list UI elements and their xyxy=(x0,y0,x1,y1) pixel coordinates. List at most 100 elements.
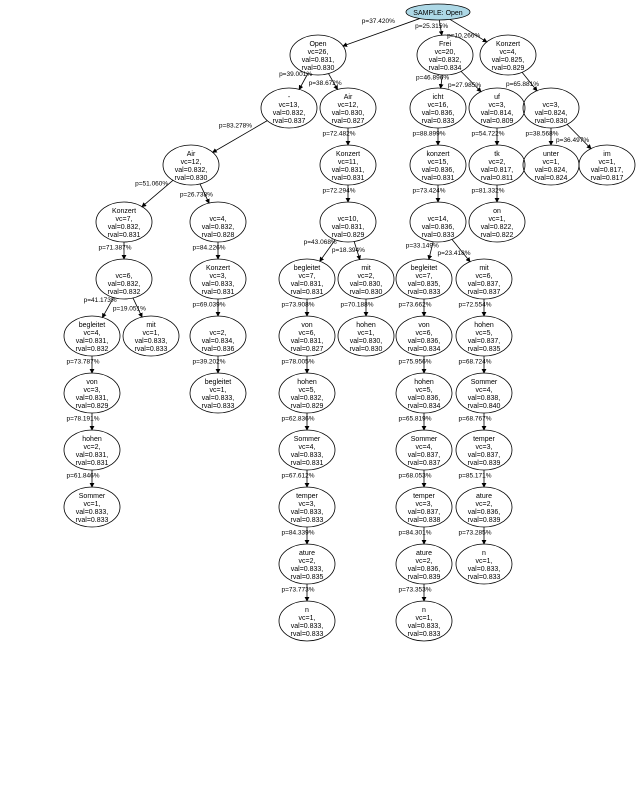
node-text-line: val=0.834, xyxy=(202,338,235,345)
node-text-line: rval=0.831 xyxy=(76,460,109,467)
node-text-line: vc=1, xyxy=(599,159,616,166)
edge-label: p=73.773% xyxy=(281,587,314,594)
edge-label: p=54.722% xyxy=(471,131,504,138)
node-text-line: vc=4, xyxy=(299,444,316,451)
node-text-line: rval=0.809 xyxy=(481,118,514,125)
node-text-line: rval=0.833 xyxy=(135,346,168,353)
node-text-line: val=0.836, xyxy=(408,395,441,402)
node-text-line: on xyxy=(493,208,501,215)
node-text-line: n xyxy=(305,607,309,614)
node-text-line: val=0.837, xyxy=(408,509,441,516)
node-text-line: hohen xyxy=(356,322,376,329)
node-text-line: temper xyxy=(296,493,318,500)
node-text-line: n xyxy=(482,550,486,557)
node-text-line: rval=0.833 xyxy=(202,403,235,410)
edge-label: p=19.051% xyxy=(113,305,146,312)
node-text-line: rval=0.833 xyxy=(422,118,455,125)
node-text-line: vc=6, xyxy=(476,273,493,280)
node-text-line: uf xyxy=(494,94,500,101)
node-text-line: n xyxy=(422,607,426,614)
node-text-line: vc=2, xyxy=(299,558,316,565)
node-text-line: vc=2, xyxy=(476,501,493,508)
node-text-line: begleitet xyxy=(294,265,321,272)
node-text-line: Sommer xyxy=(79,493,106,500)
edge-label: p=39.001% xyxy=(279,71,312,78)
node-text-line: mit xyxy=(146,322,155,329)
node-text-line: vc=3, xyxy=(210,273,227,280)
edge-label: p=72.482% xyxy=(322,131,355,138)
edge-label: p=73.787% xyxy=(66,359,99,366)
node-text-line: val=0.836, xyxy=(422,224,455,231)
node-text-line: vc=16, xyxy=(428,102,449,109)
node-text-line: vc=2, xyxy=(210,330,227,337)
node-text-line: val=0.833, xyxy=(135,338,168,345)
node-text-line: val=0.838, xyxy=(468,395,501,402)
node-text-line: val=0.836, xyxy=(408,338,441,345)
edge-label: p=39.202% xyxy=(192,359,225,366)
edge-label: p=73.353% xyxy=(398,587,431,594)
node-text-line: von xyxy=(86,379,97,386)
root-label: SAMPLE: Open xyxy=(413,10,463,17)
node-text-line: rval=0.840 xyxy=(468,403,501,410)
node-text-line: val=0.831, xyxy=(291,338,324,345)
edge-label: p=37.420% xyxy=(362,18,395,25)
node-text-line: val=0.833, xyxy=(202,395,235,402)
node-text-line: val=0.833, xyxy=(291,509,324,516)
node-text-line: mit xyxy=(361,265,370,272)
edge-label: p=70.188% xyxy=(340,302,373,309)
node-text-line: rval=0.837 xyxy=(273,118,306,125)
node-text-line: val=0.831, xyxy=(332,167,365,174)
node-text-line: temper xyxy=(473,436,495,443)
edge-label: p=43.068% xyxy=(304,239,337,246)
node-text-line: vc=15, xyxy=(428,159,449,166)
node-text-line: val=0.836, xyxy=(408,566,441,573)
node-text-line: val=0.832, xyxy=(273,110,306,117)
node-text-line: vc=12, xyxy=(338,102,359,109)
node-text-line: val=0.824, xyxy=(535,167,568,174)
edge-label: p=51.060% xyxy=(135,181,168,188)
node-text-line: vc=1, xyxy=(84,501,101,508)
node-text-line: rval=0.833 xyxy=(291,631,324,638)
node-text-line: val=0.831, xyxy=(76,395,109,402)
edge-label: p=65.819% xyxy=(398,416,431,423)
edge-label: p=83.278% xyxy=(219,123,252,130)
edge-label: p=68.053% xyxy=(398,473,431,480)
node-text-line: unter xyxy=(543,151,560,158)
node-text-line: val=0.833, xyxy=(291,566,324,573)
node-text-line: val=0.837, xyxy=(468,281,501,288)
node-text-line: rval=0.839 xyxy=(408,574,441,581)
node-text-line: hohen xyxy=(82,436,102,443)
node-text-line: val=0.830, xyxy=(350,281,383,288)
node-text-line: vc=6, xyxy=(116,273,133,280)
edge-label: p=23.418% xyxy=(437,250,470,257)
node-text-line: begleitet xyxy=(79,322,106,329)
node-text-line: val=0.833, xyxy=(468,566,501,573)
node-text-line: rval=0.830 xyxy=(175,175,208,182)
node-text-line: rval=0.811 xyxy=(481,175,513,182)
node-text-line: val=0.836, xyxy=(422,167,455,174)
edge-label: p=81.332% xyxy=(471,188,504,195)
node-text-line: vc=4, xyxy=(416,444,433,451)
node-text-line: val=0.833, xyxy=(202,281,235,288)
node-text-line: vc=6, xyxy=(416,330,433,337)
node-text-line: val=0.833, xyxy=(408,623,441,630)
node-text-line: vc=5, xyxy=(416,387,433,394)
node-text-line: vc=3, xyxy=(416,501,433,508)
node-text-line: val=0.824, xyxy=(535,110,568,117)
nodes-layer: SAMPLE: OpenOpenvc=26,val=0.831,rval=0.8… xyxy=(64,4,635,641)
node-text-line: val=0.830, xyxy=(332,110,365,117)
node-text-line: vc=12, xyxy=(181,159,202,166)
node-text-line: rval=0.835 xyxy=(468,346,501,353)
edge-label: p=72.294% xyxy=(322,188,355,195)
node-text-line: vc=3, xyxy=(543,102,560,109)
node-text-line: rval=0.829 xyxy=(291,403,324,410)
edge-label: p=36.497% xyxy=(556,137,589,144)
edge-label: p=27.985% xyxy=(448,82,481,89)
node-text-line: rval=0.834 xyxy=(408,403,441,410)
node-text-line: rval=0.839 xyxy=(468,460,501,467)
node-text-line: vc=1, xyxy=(489,216,506,223)
node-text-line: val=0.832, xyxy=(108,224,141,231)
edge-label: p=18.394% xyxy=(332,247,365,254)
node-text-line: vc=1, xyxy=(299,615,316,622)
node-text-line: von xyxy=(418,322,429,329)
